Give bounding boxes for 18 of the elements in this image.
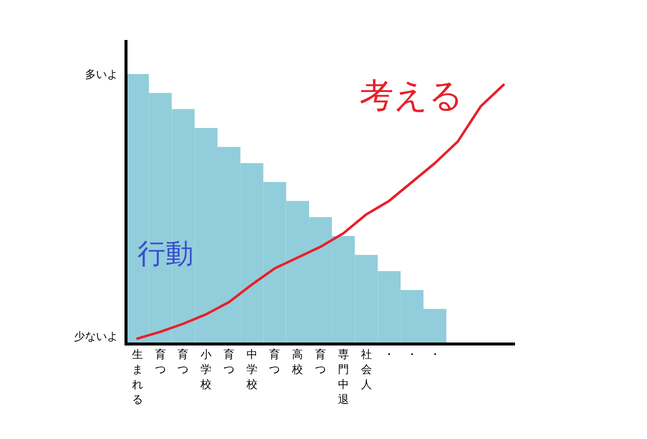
x-tick-label: 高校 xyxy=(291,348,304,376)
x-tick-label: 育つ xyxy=(178,348,189,376)
series-label: 行動 xyxy=(137,237,194,270)
x-tick-label: 育つ xyxy=(315,348,326,376)
x-tick-label: 生まれる xyxy=(132,348,143,406)
x-tick-label: 育つ xyxy=(154,348,166,376)
x-tick-label: ・ xyxy=(406,348,418,361)
x-tick-label: 育つ xyxy=(223,348,234,376)
text: 多いよ xyxy=(85,68,118,81)
x-tick-label: 小学校 xyxy=(200,348,212,391)
x-tick-label: 専門中退 xyxy=(338,348,349,406)
series-label: 考える xyxy=(360,76,464,116)
x-tick-label: 社会人 xyxy=(360,348,372,391)
x-tick-label: ・ xyxy=(429,348,440,361)
text: 少ないよ xyxy=(74,330,118,343)
x-tick-label: ・ xyxy=(384,348,395,361)
x-tick-label: 育つ xyxy=(269,348,280,376)
x-tick-label: 中学校 xyxy=(245,348,258,391)
